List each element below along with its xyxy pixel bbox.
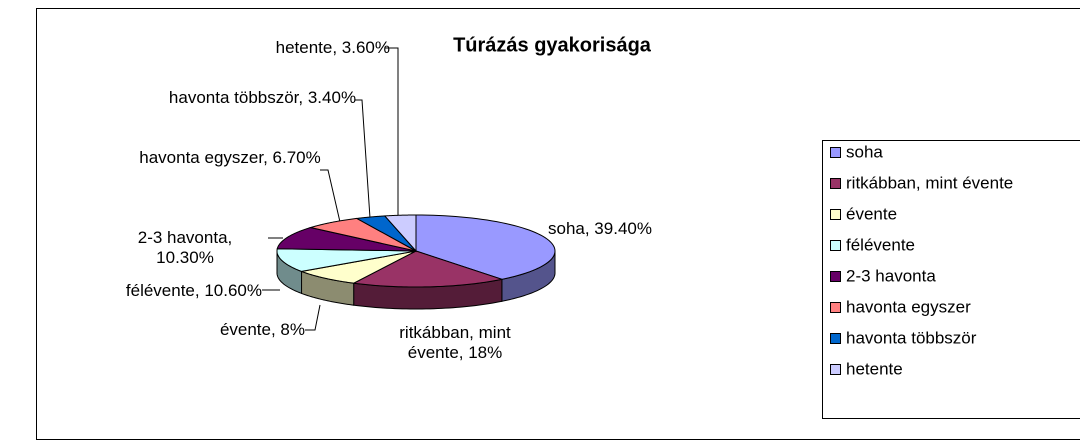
- data-label: soha, 39.40%: [548, 219, 652, 238]
- data-label: hetente, 3.60%: [275, 38, 390, 57]
- chart-title: Túrázás gyakorisága: [453, 34, 652, 56]
- legend-label: soha: [846, 142, 883, 161]
- pie-slice: [276, 227, 417, 252]
- leader-line: [320, 169, 341, 223]
- legend-label: havonta egyszer: [846, 297, 971, 316]
- legend-label: évente: [846, 204, 897, 223]
- pie-slice: [415, 214, 556, 280]
- data-label: 2-3 havonta, 10.30%: [137, 228, 233, 267]
- legend-box: [822, 140, 1080, 419]
- legend-label: 2-3 havonta: [846, 266, 936, 285]
- data-label: ritkábban, mint évente, 18%: [399, 323, 511, 362]
- data-label: félévente, 10.60%: [125, 281, 262, 300]
- pie-slice: [383, 214, 417, 253]
- legend-label: hetente: [846, 359, 903, 378]
- legend-swatch: [830, 147, 841, 158]
- leader-line: [305, 304, 321, 331]
- legend-swatch: [830, 240, 841, 251]
- pie-slice: [299, 250, 417, 284]
- legend-label: ritkábban, mint évente: [846, 173, 1013, 192]
- pie-slice: [308, 217, 417, 252]
- pie-slice: [355, 215, 417, 252]
- pie-slice: [352, 250, 504, 288]
- legend-swatch: [830, 364, 841, 375]
- legend-swatch: [830, 271, 841, 282]
- data-label: havonta egyszer, 6.70%: [139, 148, 321, 167]
- legend-swatch: [830, 333, 841, 344]
- pie-tops: [276, 214, 556, 288]
- leader-line: [355, 99, 371, 219]
- legend-label: félévente: [846, 235, 915, 254]
- legend-swatch: [830, 209, 841, 220]
- legend-swatch: [830, 178, 841, 189]
- legend-label: havonta többször: [846, 328, 977, 347]
- pie-slice: [276, 248, 417, 272]
- leader-line: [385, 47, 399, 215]
- data-label: havonta többször, 3.40%: [168, 88, 357, 107]
- legend-swatch: [830, 302, 841, 313]
- data-label: évente, 8%: [219, 320, 305, 339]
- leader-lines: [262, 47, 399, 331]
